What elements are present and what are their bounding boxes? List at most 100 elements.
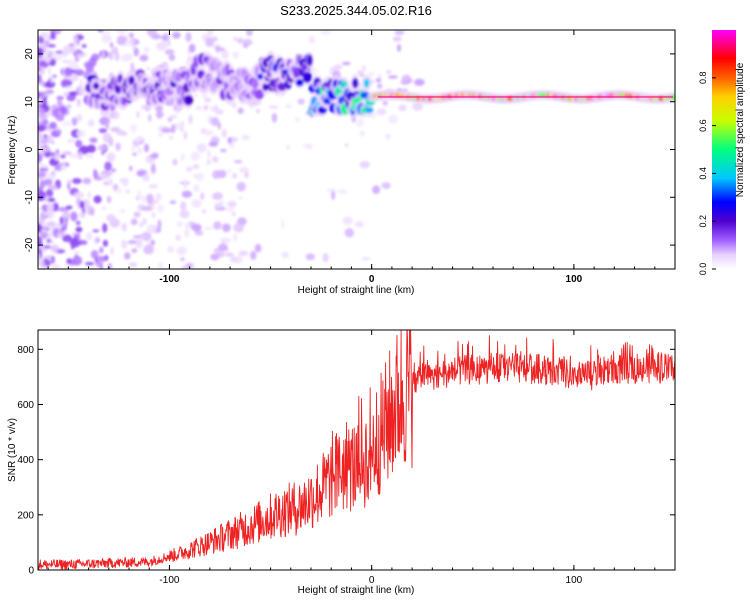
spectrogram-speckle — [41, 264, 47, 269]
spectrogram-speckle — [156, 104, 164, 112]
spectrogram-speckle — [180, 201, 187, 211]
spectrogram-speckle — [98, 128, 108, 134]
spectrogram-speckle — [133, 211, 141, 218]
spectrogram-speckle — [121, 223, 127, 231]
spectrogram-speckle — [186, 166, 193, 172]
y-tick-label: 10 — [24, 96, 35, 108]
spectrogram-speckle — [362, 65, 366, 72]
snr-ticks: -100 0 100 0 200 400 600 800 — [17, 330, 676, 586]
spectrogram-speckle — [215, 47, 226, 51]
spectrogram-speckle — [157, 262, 164, 269]
spectrogram-speckle — [67, 91, 78, 96]
spectrogram-speckle — [50, 152, 56, 157]
spectrogram-speckle — [89, 137, 98, 144]
spectrogram-speckle — [38, 247, 42, 255]
spectrogram-speckle — [50, 244, 59, 253]
spectrogram-speckle — [71, 178, 82, 184]
spectrogram-speckle — [84, 154, 94, 158]
spectrogram-speckle — [355, 119, 364, 128]
spectrogram-speckle — [145, 66, 151, 71]
spectrogram-speckle — [281, 251, 289, 259]
y-tick-label: 800 — [17, 345, 34, 356]
spectrogram-speckle — [236, 181, 246, 192]
spectrogram-speckle — [191, 198, 202, 208]
spectrogram-speckle — [52, 74, 57, 79]
spectrogram-speckle — [207, 149, 211, 160]
spectrogram-speckle — [192, 164, 200, 169]
spectrogram-speckle — [97, 30, 104, 33]
spectrogram-speckle — [180, 153, 185, 161]
spectrogram-speckle — [195, 105, 203, 111]
spectrogram-speckle — [201, 94, 208, 99]
spectrogram-speckle — [45, 111, 54, 117]
spectrogram-speckle — [77, 53, 83, 60]
spectrogram-speckle — [104, 172, 113, 176]
spectrogram-speckle — [157, 203, 164, 214]
spectrogram-speckle — [357, 70, 364, 75]
spectrogram-speckle — [132, 152, 137, 157]
spectrogram-speckle — [86, 231, 93, 241]
spectrogram-speckle — [238, 166, 249, 173]
ridge-blob — [363, 78, 370, 88]
spectrogram-speckle — [44, 48, 51, 57]
spectrogram-speckle — [38, 190, 46, 201]
spectrogram-speckle — [75, 220, 81, 226]
spectrogram-speckle — [217, 122, 221, 130]
spectrogram-speckle — [202, 209, 206, 214]
spectrogram-speckle — [242, 38, 253, 46]
spectrogram-speckle — [203, 105, 209, 110]
spectrogram-speckle — [60, 154, 66, 159]
spectrogram-speckle — [135, 238, 143, 249]
spectrogram-speckle — [114, 52, 120, 62]
ridge-blob — [128, 75, 135, 85]
spectrogram-speckle — [104, 254, 109, 262]
spectrogram-speckle — [183, 130, 188, 140]
spectrogram-speckle — [79, 200, 85, 209]
spectrogram-speckle — [307, 144, 313, 150]
spectrogram-speckle — [42, 119, 49, 126]
y-tick-label: 0 — [24, 146, 35, 152]
spectrogram-speckle — [50, 31, 56, 40]
spectrogram-speckle — [92, 229, 100, 233]
spectrogram-speckle — [65, 205, 73, 210]
spectrogram-speckle — [106, 152, 116, 163]
spectrogram-speckle — [139, 54, 149, 62]
y-tick-label: 200 — [17, 510, 34, 521]
colorbar: 0.0 0.2 0.4 0.6 0.8 Normalized spectral ampl… — [698, 30, 746, 275]
colorbar-tick-label: 0.0 — [698, 263, 708, 276]
spectrogram-speckle — [93, 195, 102, 204]
spectrogram-speckle — [400, 80, 411, 85]
spectrogram-speckle — [233, 160, 243, 164]
spectrogram-speckle — [75, 226, 83, 233]
spectrogram-speckle — [151, 152, 159, 159]
spectrogram-speckle — [131, 248, 138, 253]
spectrogram-speckle — [286, 145, 291, 150]
spectrogram-speckle — [47, 184, 58, 191]
spectrogram-speckle — [137, 147, 143, 155]
spectrogram-speckle — [76, 40, 80, 45]
spectrogram-speckle — [372, 185, 381, 195]
spectrogram-speckle — [119, 208, 126, 213]
spectrogram-speckle — [281, 220, 285, 229]
spectrogram-speckle — [125, 189, 131, 194]
spectrogram-speckle — [50, 255, 55, 265]
spectrogram-speckle — [71, 117, 78, 126]
spectrogram-speckle — [200, 192, 205, 201]
spectrogram-speckle — [161, 127, 173, 133]
spectrogram-speckle — [305, 253, 316, 261]
spectrogram-speckle — [47, 197, 56, 203]
colorbar-tick-label: 0.4 — [698, 167, 708, 180]
spectrogram-speckle — [102, 223, 108, 233]
spectrogram-speckle — [49, 136, 54, 140]
spectrogram-speckle — [213, 105, 219, 112]
spectrogram-speckle — [62, 234, 72, 243]
spectrogram-speckle — [241, 134, 250, 141]
spectrogram-speckle — [322, 253, 329, 263]
spectrogram-speckle — [227, 200, 237, 208]
spectrogram-speckle — [387, 75, 398, 79]
spectrogram-speckle — [66, 258, 72, 265]
spectrogram-speckle — [367, 71, 375, 78]
spectrogram-speckle — [210, 253, 220, 261]
spectrogram-speckle — [44, 178, 53, 186]
spectrogram-speckle — [76, 114, 83, 122]
